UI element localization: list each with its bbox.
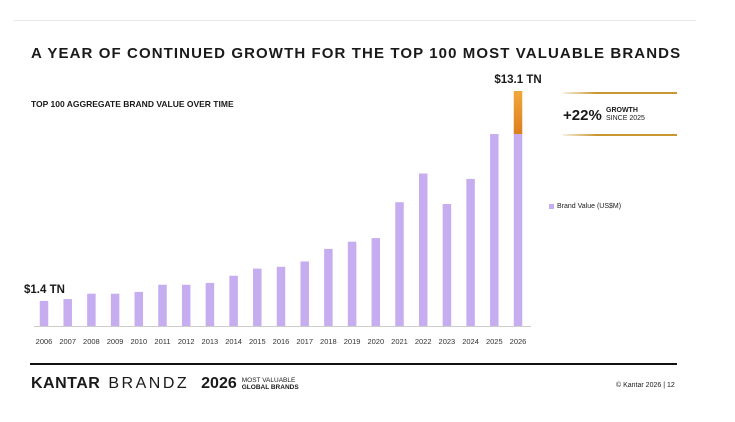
bar-2009: [110, 293, 120, 326]
bar-2020: [371, 238, 381, 326]
chart-title: TOP 100 AGGREGATE BRAND VALUE OVER TIME: [31, 99, 234, 109]
logo-tagline: MOST VALUABLE GLOBAL BRANDS: [242, 377, 299, 391]
logo-tagline-line1: MOST VALUABLE: [241, 377, 296, 384]
bar-2011: [158, 284, 167, 326]
x-tick-label: 2006: [36, 337, 53, 346]
x-tick-label: 2020: [367, 337, 384, 346]
bar-2007: [63, 299, 72, 326]
footer-divider: [30, 363, 677, 365]
x-tick-label: 2021: [391, 337, 408, 346]
chart-legend: Brand Value (US$M): [549, 203, 621, 210]
x-tick-label: 2009: [107, 337, 124, 346]
bar-2016: [276, 266, 286, 326]
growth-callout: +22% GROWTH SINCE 2025: [563, 92, 677, 136]
bar-2010: [134, 291, 144, 326]
growth-bottom-rule: [563, 134, 677, 136]
x-tick-label: 2013: [202, 337, 219, 346]
x-tick-label: 2026: [510, 337, 527, 346]
bar-2021: [395, 202, 404, 326]
logo-year: 2026: [201, 375, 237, 392]
x-tick-label: 2015: [249, 337, 266, 346]
top-divider: [14, 20, 696, 21]
x-tick-label: 2010: [130, 337, 147, 346]
x-tick-label: 2016: [273, 337, 290, 346]
x-tick-label: 2018: [320, 337, 337, 346]
x-tick-label: 2019: [344, 337, 361, 346]
data-label-2006: $1.4 TN: [24, 284, 65, 296]
bar-2006: [39, 300, 49, 326]
legend-swatch: [549, 204, 554, 209]
x-tick-label: 2011: [154, 337, 170, 346]
growth-since-label: SINCE 2025: [606, 115, 645, 122]
bar-2018: [324, 248, 333, 326]
kantar-brandz-logo: KANTAR BRANDZ 2026 MOST VALUABLE GLOBAL …: [31, 375, 299, 393]
bar-2017: [300, 261, 309, 326]
growth-segment-2026: [513, 91, 523, 135]
logo-brandz: BRANDZ: [108, 375, 190, 392]
data-label-2026: $13.1 TN: [494, 74, 541, 86]
bar-2014: [229, 275, 238, 326]
growth-top-rule: [563, 92, 677, 94]
bar-2013: [205, 282, 215, 326]
bar-2025: [490, 134, 499, 326]
growth-percent: +22%: [563, 107, 602, 124]
bar-2026: [513, 134, 523, 326]
bar-2024: [466, 178, 475, 326]
bar-2008: [87, 293, 96, 326]
bar-2022: [418, 173, 428, 326]
x-tick-label: 2017: [296, 337, 313, 346]
bar-2012: [181, 284, 191, 326]
bar-2015: [253, 268, 262, 326]
x-tick-label: 2024: [462, 337, 479, 346]
bar-2023: [442, 204, 452, 326]
legend-label: Brand Value (US$M): [557, 203, 622, 210]
copyright: © Kantar 2026 | 12: [616, 382, 675, 389]
logo-kantar: KANTAR: [31, 375, 101, 392]
bar-2019: [347, 241, 357, 326]
x-tick-label: 2007: [59, 337, 76, 346]
x-tick-label: 2025: [486, 337, 503, 346]
x-tick-label: 2014: [225, 337, 242, 346]
x-tick-label: 2012: [178, 337, 195, 346]
slide-title: A YEAR OF CONTINUED GROWTH FOR THE TOP 1…: [31, 45, 682, 62]
growth-label: GROWTH: [606, 107, 638, 114]
logo-tagline-line2: GLOBAL BRANDS: [241, 384, 299, 391]
x-tick-label: 2023: [439, 337, 456, 346]
x-tick-label: 2008: [83, 337, 100, 346]
x-tick-label: 2022: [415, 337, 432, 346]
